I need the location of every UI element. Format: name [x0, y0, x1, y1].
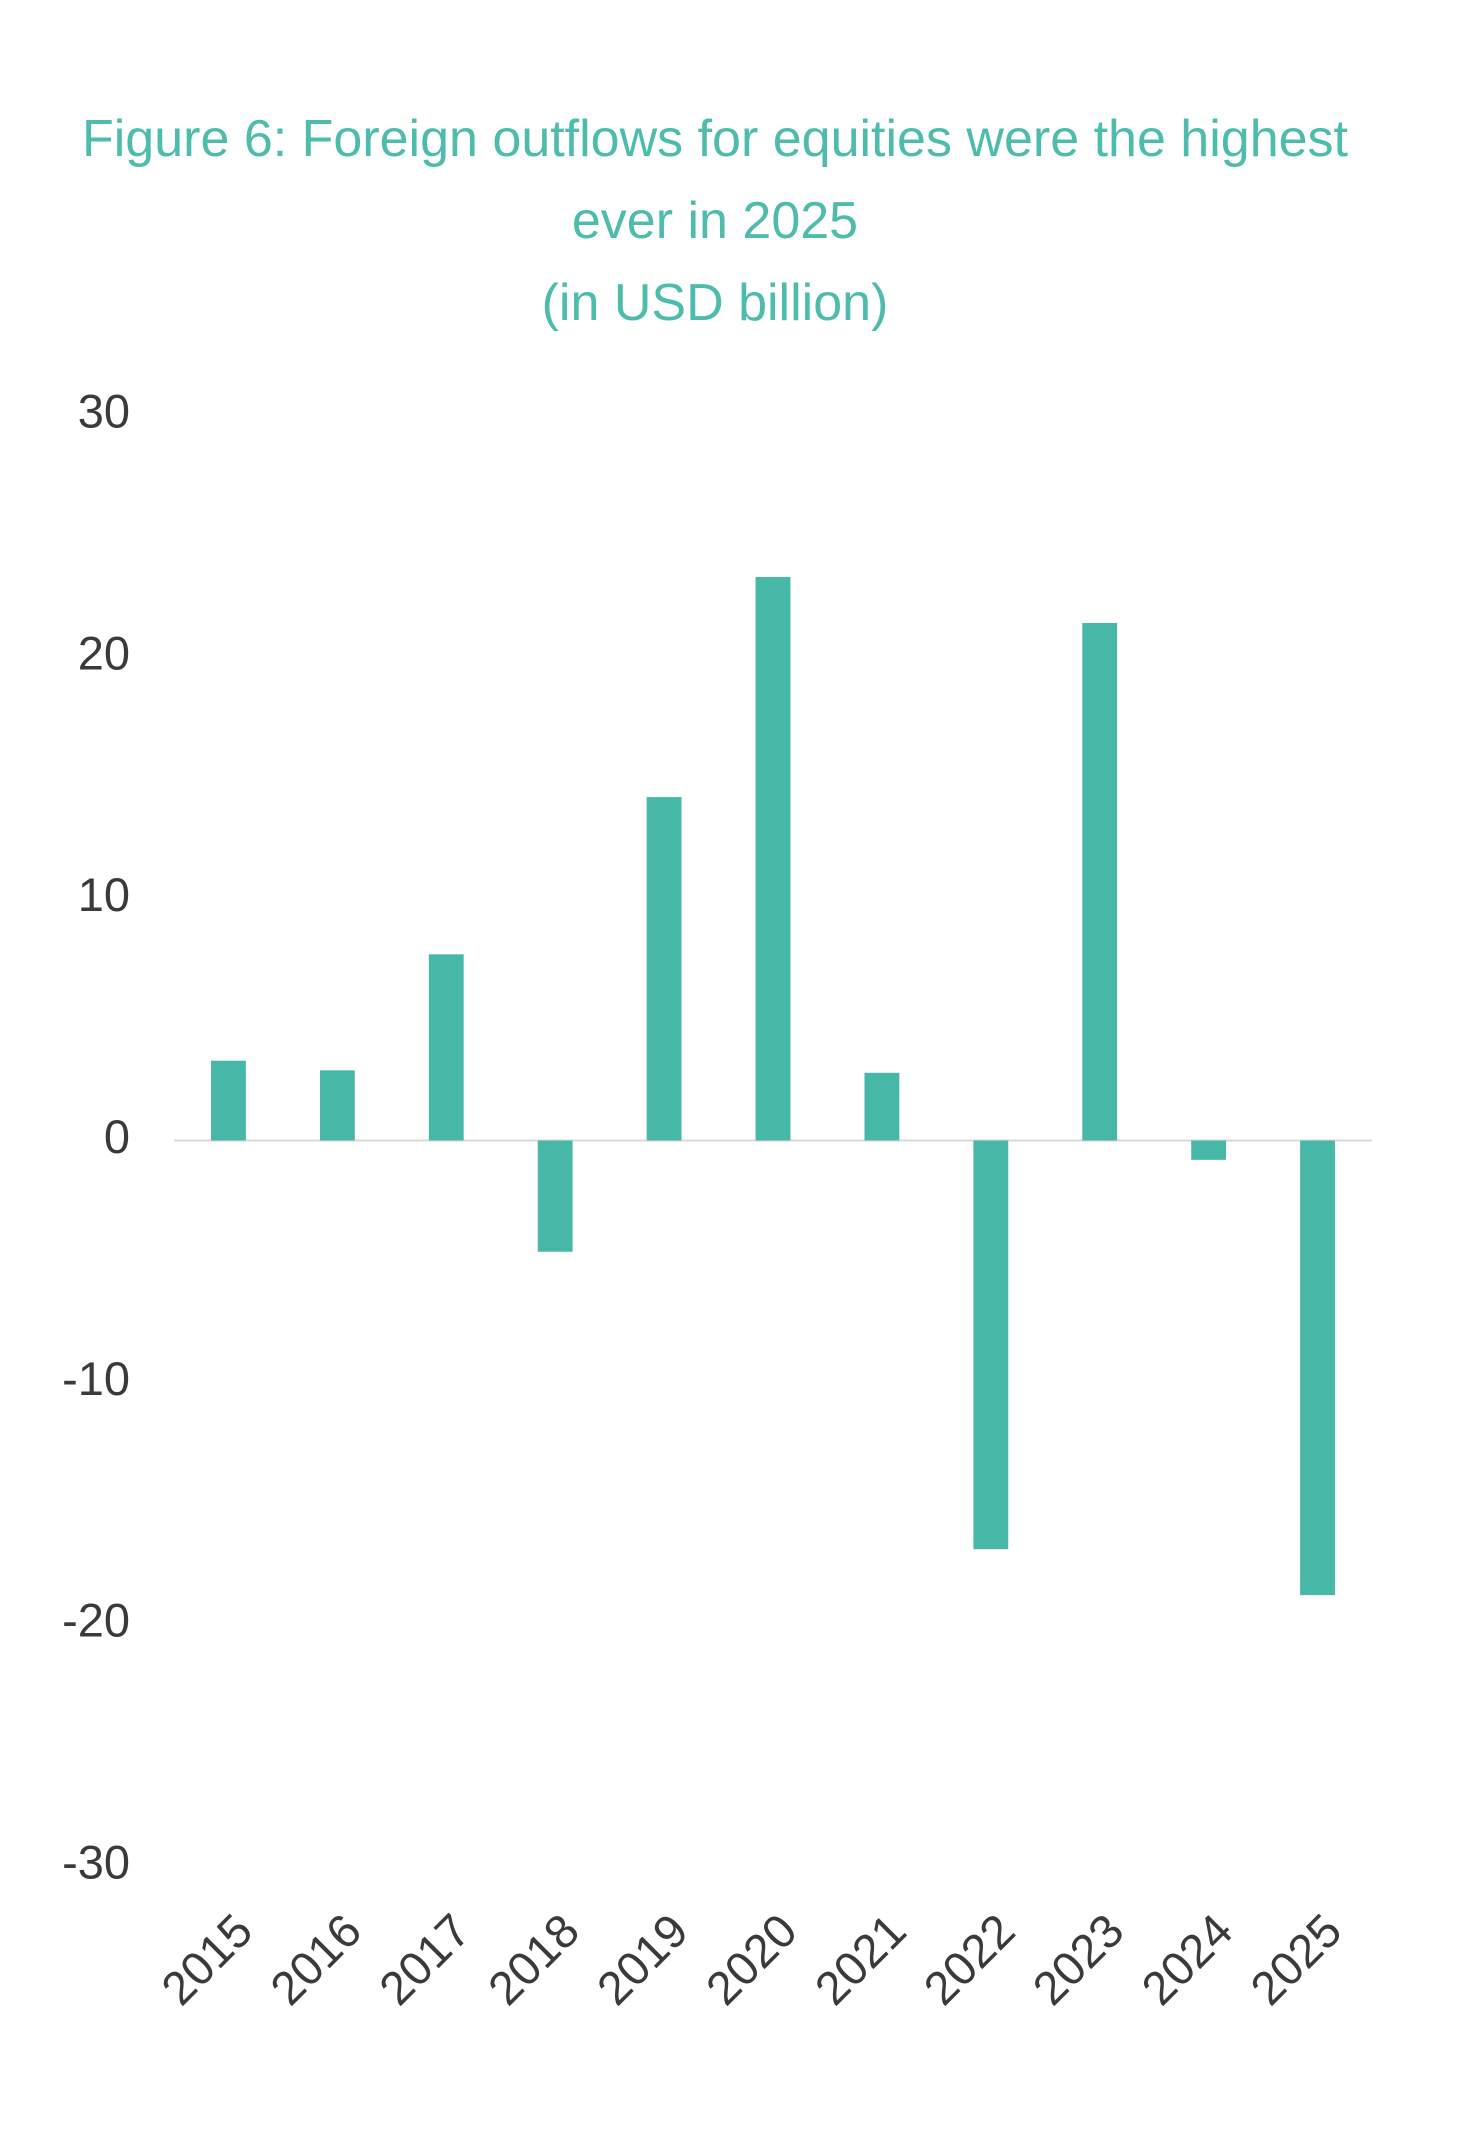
x-tick-label: 2016 — [260, 1903, 371, 2014]
chart-title: Figure 6: Foreign outflows for equities … — [81, 110, 1348, 250]
x-tick-label: 2025 — [1240, 1903, 1351, 2014]
bar — [973, 1140, 1009, 1550]
x-tick-label: 2020 — [695, 1903, 806, 2014]
x-tick-label: 2015 — [151, 1903, 262, 2014]
titles: Figure 6: Foreign outflows for equities … — [55, 98, 1375, 344]
bar — [211, 1060, 246, 1141]
bar — [428, 954, 464, 1141]
y-tick-label: -10 — [62, 1352, 130, 1405]
bar — [1300, 1140, 1335, 1596]
chart-subtitle: (in USD billion) — [541, 274, 889, 332]
x-tick-label: 2022 — [913, 1903, 1024, 2014]
x-tick-label: 2017 — [369, 1903, 480, 2014]
x-tick-label: 2023 — [1022, 1903, 1133, 2014]
bar — [1082, 622, 1118, 1141]
y-tick-label: 30 — [78, 384, 130, 437]
x-tick-label: 2021 — [804, 1903, 915, 2014]
x-tick-label: 2024 — [1131, 1903, 1242, 2014]
y-tick-label: 10 — [78, 868, 130, 921]
bar — [319, 1070, 355, 1141]
y-tick-label: 20 — [78, 626, 130, 679]
x-tick-label: 2019 — [587, 1903, 698, 2014]
y-tick-label: -20 — [62, 1594, 130, 1647]
x-tick-label: 2018 — [478, 1903, 589, 2014]
bar — [646, 797, 682, 1141]
bar — [755, 577, 791, 1141]
y-tick-label: 0 — [104, 1110, 130, 1163]
bar — [537, 1140, 573, 1252]
bar — [1191, 1140, 1227, 1160]
bar — [864, 1072, 900, 1141]
y-tick-label: -30 — [62, 1835, 130, 1888]
